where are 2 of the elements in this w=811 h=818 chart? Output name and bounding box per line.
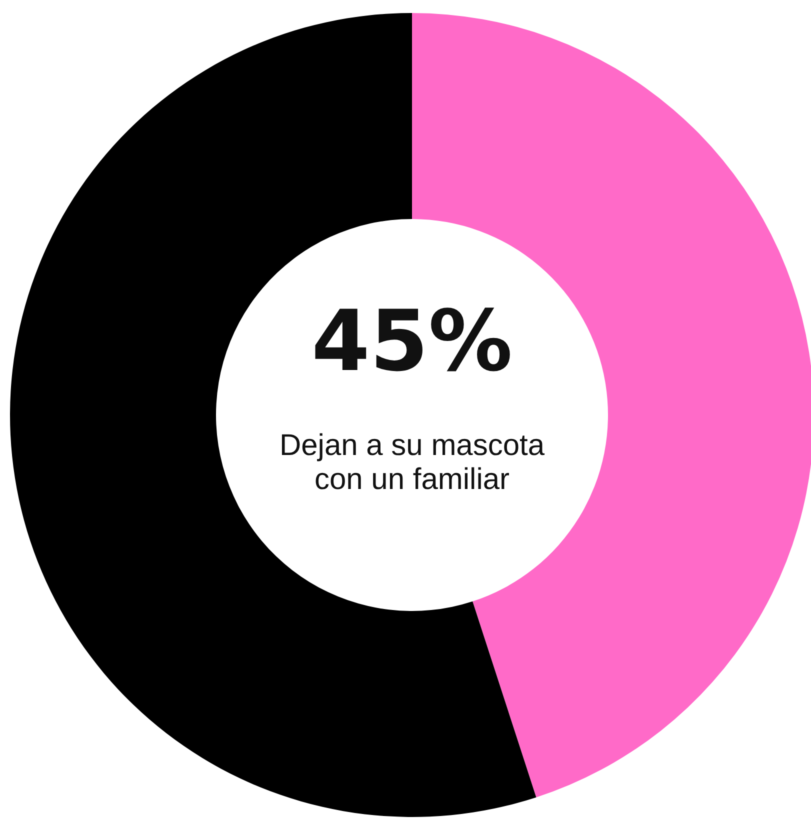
text: Dejan a su mascota con un familiar: [279, 429, 545, 496]
data-label: 45%: [311, 292, 513, 390]
